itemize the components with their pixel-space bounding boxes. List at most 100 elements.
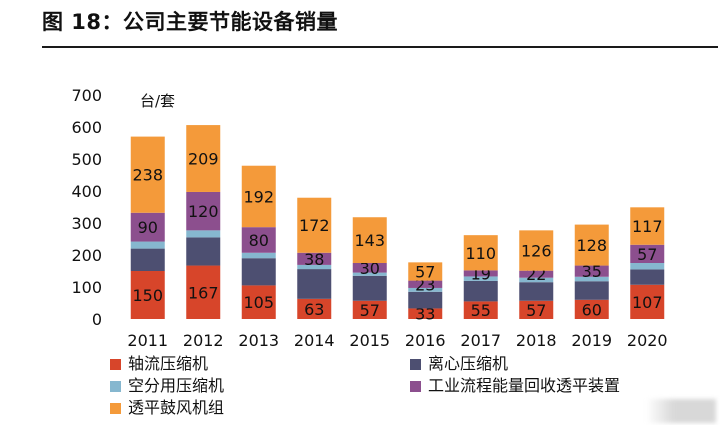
bar-segment [186,265,221,319]
unit-label: 台/套 [140,92,175,110]
legend-swatch [110,359,121,370]
y-tick-label: 700 [71,86,102,105]
bar-segment [408,291,443,309]
bar-segment [463,301,498,319]
title-divider [42,46,718,48]
data-label: 117 [632,217,663,236]
bar-segment [519,230,554,271]
bar-segment [630,284,665,319]
bar-segment [297,269,332,299]
y-tick-label: 400 [71,182,102,201]
bar-segment [241,258,276,286]
bar-segment [352,272,387,276]
watermark-blur [646,399,716,423]
data-label: 57 [637,245,657,264]
bar-segment [630,263,665,270]
bar-segment [130,241,165,249]
legend-label: 空分用压缩机 [128,376,225,395]
legend-item: 空分用压缩机 [110,376,224,396]
bar-segment [463,270,498,277]
x-tick-label: 2013 [238,331,279,350]
data-label: 33 [415,305,435,324]
legend-item: 离心压缩机 [410,354,508,374]
bar-segment [519,300,554,319]
legend-swatch [410,359,421,370]
bar-segment [630,207,665,245]
bar-segment [574,265,609,277]
x-tick-label: 2019 [571,331,612,350]
x-tick-label: 2011 [127,331,168,350]
bar-segment [519,270,554,278]
bar-segment [352,263,387,273]
y-tick-label: 0 [92,310,102,329]
y-tick-label: 300 [71,214,102,233]
x-tick-label: 2018 [516,331,557,350]
legend-item: 透平鼓风机组 [110,398,224,418]
data-label: 120 [188,202,219,221]
data-label: 150 [132,286,163,305]
bar-segment [574,299,609,319]
bar-segment [352,275,387,301]
chart-title: 图 18：公司主要节能设备销量 [42,10,339,34]
data-label: 143 [354,231,385,250]
data-label: 172 [299,216,330,235]
bar-segment [630,244,665,263]
data-label: 60 [582,300,602,319]
bar-segment [519,277,554,283]
bar-segment [574,281,609,300]
data-label: 105 [243,293,274,312]
bar-segment [352,217,387,263]
legend-swatch [410,381,421,392]
legend-label: 透平鼓风机组 [128,398,225,417]
bar-segment [519,282,554,301]
legend-item: 轴流压缩机 [110,354,208,374]
bar-segment [463,276,498,281]
bar-segment [574,276,609,282]
bar-segment [186,230,221,238]
x-tick-label: 2015 [349,331,390,350]
data-label: 107 [632,293,663,312]
bar-segment [241,252,276,259]
legend-swatch [110,403,121,414]
bar-segment [186,237,221,266]
bar-segment [408,308,443,319]
legend-label: 轴流压缩机 [128,354,209,373]
bar-segment [463,235,498,271]
x-tick-label: 2014 [294,331,335,350]
data-label: 30 [360,259,380,278]
bar-segment [186,125,221,192]
data-label: 57 [415,262,435,281]
data-label: 110 [465,244,496,263]
data-label: 57 [360,301,380,320]
bar-segment [352,300,387,319]
bar-segment [297,252,332,265]
data-label: 167 [188,283,219,302]
bar-segment [241,165,276,228]
bar-segment [297,264,332,270]
x-tick-label: 2017 [460,331,501,350]
x-tick-label: 2012 [183,331,224,350]
data-label: 209 [188,150,219,169]
legend-label: 离心压缩机 [428,354,509,373]
bar-segment [408,287,443,292]
y-tick-label: 200 [71,246,102,265]
bar-segment [130,136,165,213]
bar-segment [463,280,498,302]
data-label: 90 [138,218,158,237]
bar-segment [408,262,443,281]
data-label: 80 [249,231,269,250]
y-tick-label: 500 [71,150,102,169]
data-label: 35 [582,262,602,281]
bar-segment [574,224,609,266]
bar-segment [186,191,221,231]
data-label: 126 [521,242,552,261]
data-label: 128 [576,236,607,255]
data-label: 63 [304,300,324,319]
bar-segment [241,227,276,253]
y-tick-label: 600 [71,118,102,137]
legend-label: 工业流程能量回收透平装置 [428,376,621,395]
legend: 轴流压缩机 离心压缩机空分用压缩机 工业流程能量回收透平装置透平鼓风机组 [110,354,710,424]
legend-swatch [110,381,121,392]
bar-segment [630,269,665,285]
